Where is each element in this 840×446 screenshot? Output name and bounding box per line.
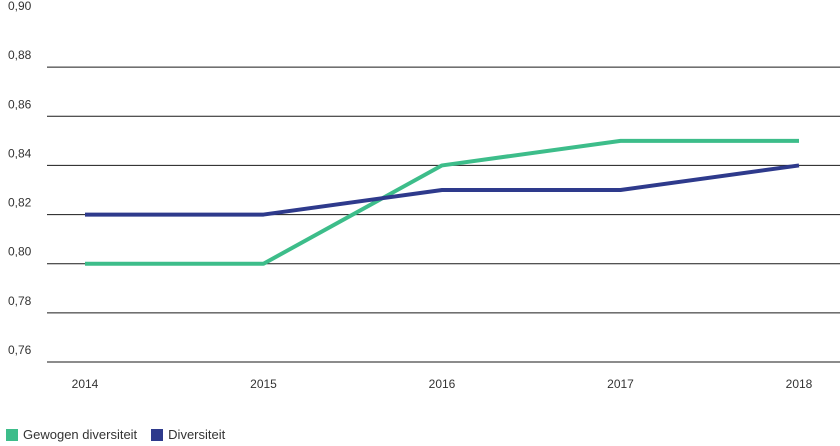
legend-swatch-diversiteit [151, 428, 164, 441]
y-tick-label: 0,80 [8, 245, 32, 259]
y-tick-label: 0,76 [8, 343, 32, 357]
legend-swatch-gewogen-diversiteit [6, 428, 18, 441]
series-line-gewogen-diversiteit [85, 138, 799, 266]
x-tick-label: 2016 [429, 377, 456, 391]
legend-label-diversiteit: Diversiteit [168, 427, 226, 442]
x-tick-label: 2017 [607, 377, 634, 391]
y-axis-ticks: 0,76 0,78 0,80 0,82 0,84 0,86 0,88 0,90 [8, 0, 32, 357]
legend-label-gewogen-diversiteit: Gewogen diversiteit [23, 427, 138, 442]
y-tick-label: 0,78 [8, 294, 32, 308]
x-axis-ticks: 2014 2015 2016 2017 2018 [72, 377, 813, 391]
legend-item-gewogen-diversiteit: Gewogen diversiteit [6, 427, 137, 442]
chart-legend: Gewogen diversiteit Diversiteit [6, 427, 225, 442]
y-tick-label: 0,90 [8, 0, 32, 13]
x-tick-label: 2015 [250, 377, 277, 391]
x-tick-label: 2014 [72, 377, 99, 391]
y-tick-label: 0,84 [8, 146, 32, 160]
series-line-diversiteit [85, 163, 800, 217]
legend-item-diversiteit: Diversiteit [151, 427, 225, 442]
line-chart: 0,760,780,800,820,840,860,880,90 2014 201… [8, 0, 840, 391]
x-tick-label: 2018 [786, 377, 813, 391]
y-tick-label: 0,88 [8, 48, 32, 62]
series-layer [85, 138, 800, 266]
y-tick-label: 0,82 [8, 196, 32, 210]
y-tick-label: 0,86 [8, 97, 32, 111]
